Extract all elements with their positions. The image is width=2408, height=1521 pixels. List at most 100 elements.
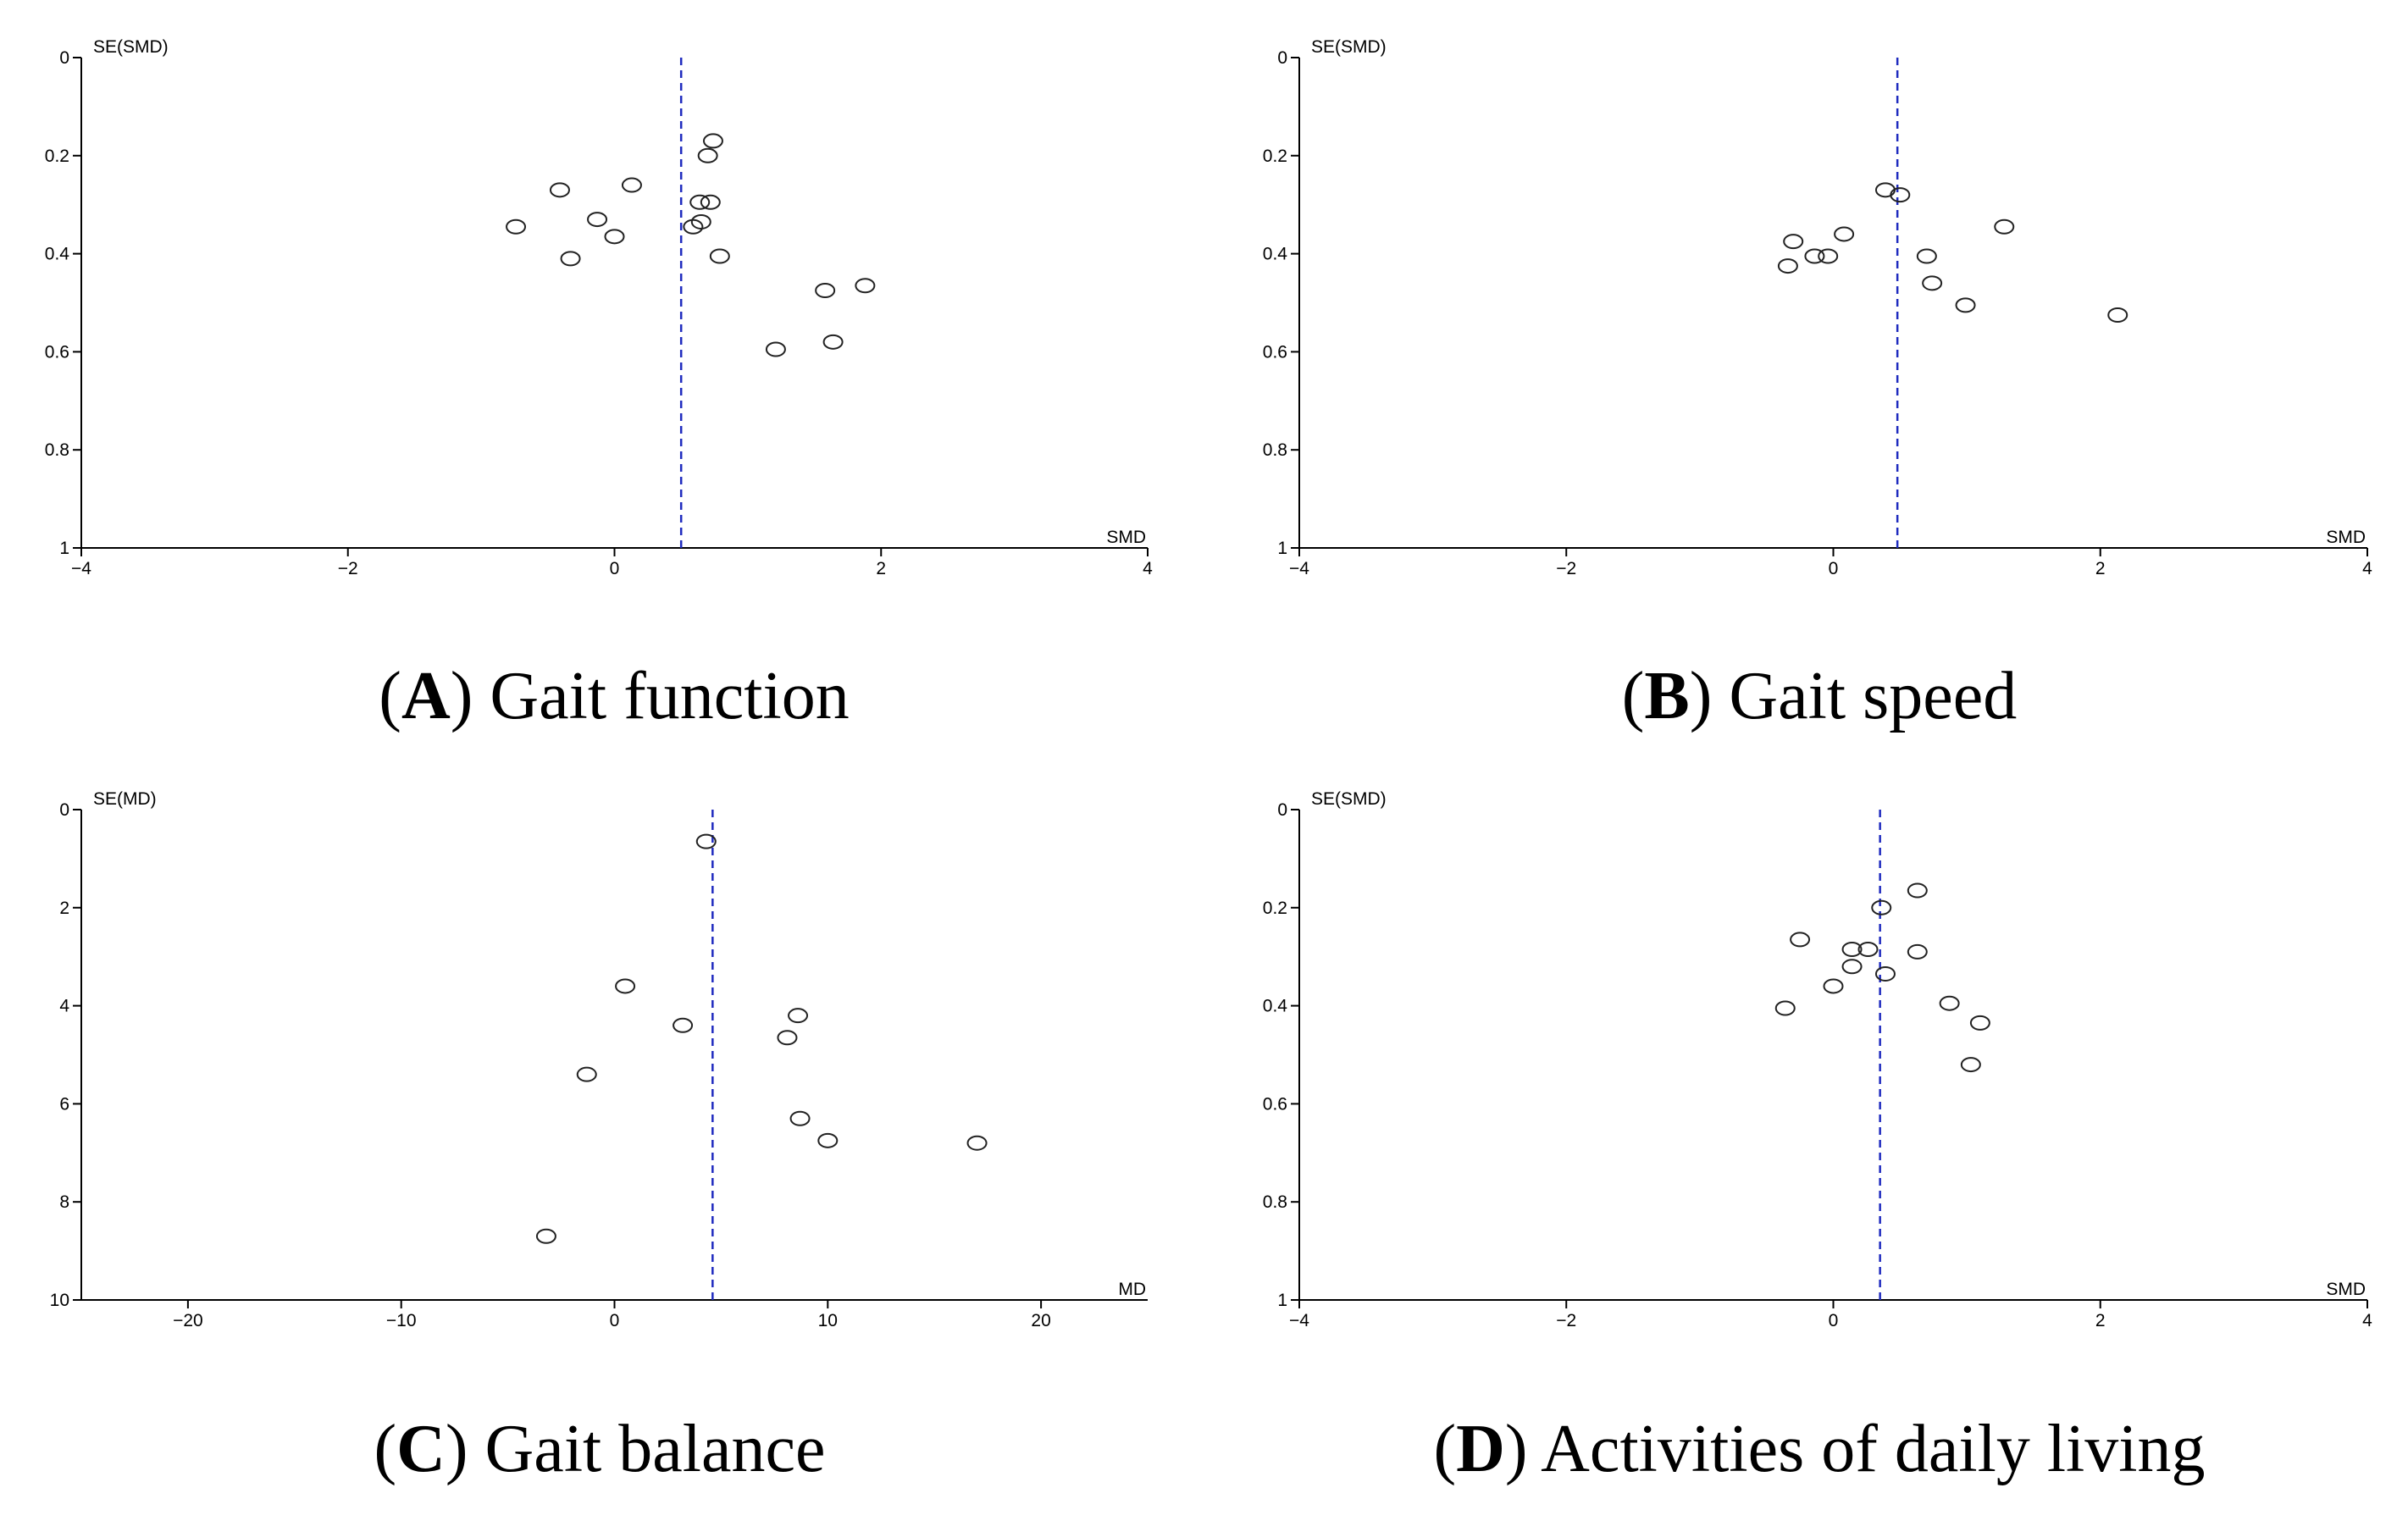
study-point: [765, 341, 786, 357]
x-axis-label: MD: [1118, 1280, 1146, 1299]
study-point: [1907, 943, 1928, 960]
study-point: [2107, 307, 2128, 323]
panel-d: 0 0.2 0.4 0.6 0.8 1−4 −2 0 2 4 SE(SMD) SMD (D) Activ…: [1263, 789, 2372, 1486]
study-point: [777, 1030, 798, 1046]
y-tick-label: 1: [1277, 1291, 1287, 1310]
x-tick-label: 10: [818, 1311, 838, 1330]
study-point: [1834, 226, 1855, 242]
study-point: [1994, 218, 2015, 235]
caption-text: Activities of daily living: [1541, 1412, 2205, 1486]
study-point: [604, 229, 625, 245]
study-point: [815, 283, 836, 299]
study-point: [689, 194, 711, 210]
study-point: [695, 833, 717, 849]
study-point: [1922, 275, 1943, 291]
study-point: [697, 147, 718, 163]
study-point: [788, 1008, 809, 1024]
y-tick-label: 0.2: [45, 147, 69, 166]
y-tick-label: 0.2: [1263, 899, 1287, 918]
y-tick-label: 1: [59, 539, 69, 558]
y-tick-label: 2: [59, 899, 69, 918]
x-tick-label: −4: [71, 559, 91, 578]
y-tick-label: 0.4: [45, 245, 70, 264]
study-point: [709, 248, 730, 264]
study-point: [817, 1132, 839, 1148]
x-axis-label: SMD: [2326, 528, 2366, 547]
x-tick-label: −4: [1289, 559, 1309, 578]
x-tick-label: 2: [2095, 559, 2106, 578]
caption-text: Gait function: [490, 659, 849, 733]
panel-a: 0 0.2 0.4 0.6 0.8 1−4 −2 0 2 4 SE(SMD) SMD (A) Gait …: [45, 37, 1153, 733]
x-tick-label: 20: [1031, 1311, 1050, 1330]
study-point: [1818, 248, 1839, 264]
x-tick-label: −10: [386, 1311, 417, 1330]
y-axis-label: SE(SMD): [93, 37, 169, 57]
y-tick-label: 0.6: [45, 342, 69, 362]
y-tick-label: 1: [1277, 539, 1287, 558]
study-point: [673, 1017, 694, 1033]
caption-letter: A: [401, 659, 451, 733]
x-tick-label: 2: [876, 559, 886, 578]
y-axis-label: SE(MD): [93, 789, 157, 809]
caption-letter: B: [1644, 659, 1689, 733]
y-tick-label: 0: [1277, 800, 1287, 820]
study-point: [1841, 959, 1863, 975]
x-tick-label: 4: [1143, 559, 1153, 578]
study-point: [1969, 1015, 1990, 1031]
study-point: [789, 1110, 811, 1126]
x-axis-label: SMD: [1106, 528, 1146, 547]
study-point: [855, 278, 876, 294]
y-tick-label: 0.6: [1263, 342, 1287, 362]
y-tick-label: 0.8: [1263, 440, 1287, 460]
caption-letter: D: [1456, 1412, 1505, 1486]
study-point: [535, 1228, 556, 1244]
panel-caption: (A) Gait function: [379, 659, 849, 733]
study-point: [966, 1135, 988, 1151]
study-point: [549, 182, 570, 198]
study-point: [690, 213, 711, 230]
study-point: [615, 978, 636, 994]
study-point: [683, 218, 704, 235]
study-point: [1907, 882, 1928, 899]
x-tick-label: −4: [1289, 1311, 1309, 1330]
x-tick-label: 4: [2362, 1311, 2372, 1330]
study-point: [1939, 995, 1960, 1011]
study-point: [1823, 978, 1844, 994]
y-tick-label: 0.2: [1263, 147, 1287, 166]
y-tick-label: 6: [59, 1094, 69, 1114]
study-point: [1857, 942, 1879, 958]
y-axis-label: SE(SMD): [1311, 789, 1387, 809]
study-point: [702, 133, 723, 149]
caption-text: Gait speed: [1729, 659, 2017, 733]
x-tick-label: 2: [2095, 1311, 2106, 1330]
study-point: [1874, 182, 1896, 198]
study-point: [1960, 1057, 1981, 1073]
x-tick-label: −2: [1556, 1311, 1576, 1330]
y-tick-label: 10: [50, 1291, 69, 1310]
study-point: [1790, 932, 1811, 948]
study-point: [700, 194, 721, 210]
study-point: [506, 218, 527, 235]
study-point: [822, 334, 844, 350]
caption-letter: C: [396, 1412, 446, 1486]
panel-caption: (D) Activities of daily living: [1434, 1412, 2206, 1486]
study-point: [1890, 187, 1911, 203]
study-point: [1916, 248, 1937, 264]
y-tick-label: 0.6: [1263, 1094, 1287, 1114]
y-tick-label: 0: [59, 48, 69, 68]
y-tick-label: 0: [59, 800, 69, 820]
study-point: [1783, 234, 1804, 250]
study-point: [576, 1066, 597, 1082]
y-tick-label: 4: [59, 997, 69, 1016]
study-point: [1955, 297, 1976, 313]
study-point: [1804, 248, 1825, 264]
x-tick-label: 0: [1829, 559, 1839, 578]
study-point: [587, 212, 608, 228]
panel-caption: (C) Gait balance: [374, 1412, 825, 1486]
study-point: [1874, 965, 1896, 982]
y-tick-label: 0.4: [1263, 245, 1288, 264]
x-tick-label: −20: [173, 1311, 203, 1330]
panel-c: 0 2 4 6 8 10 −20 −10 0 10 20 SE(MD) MD (C) Gait balan…: [50, 789, 1148, 1486]
caption-text: Gait balance: [485, 1412, 826, 1486]
